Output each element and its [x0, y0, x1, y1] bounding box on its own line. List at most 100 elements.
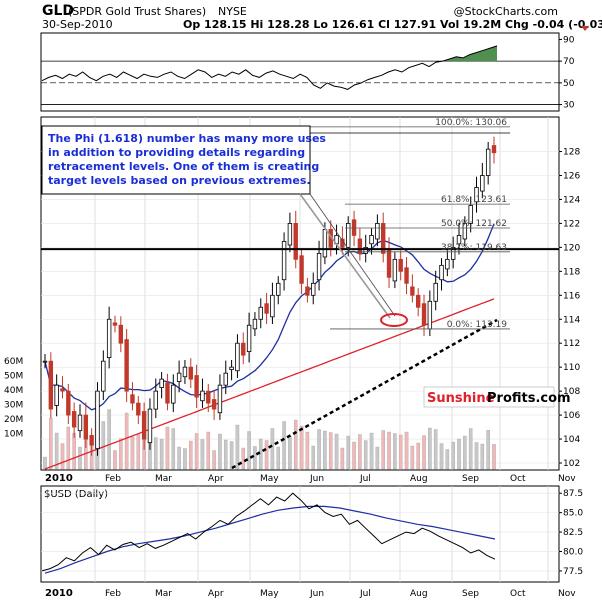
volume-bar: [154, 437, 158, 470]
candle-body: [217, 384, 223, 414]
candle-body: [276, 282, 281, 296]
price-xtick-label: Jun: [309, 474, 324, 484]
annotation-line-1: The Phi (1.618) number has many more use…: [48, 132, 326, 145]
price-xtick-label: 2010: [45, 473, 73, 484]
volume-bar: [463, 435, 467, 470]
candle-body: [118, 324, 124, 344]
candle-body: [433, 282, 438, 302]
candle-body: [77, 414, 83, 432]
volume-bar: [264, 440, 269, 470]
candle-body: [66, 390, 71, 416]
usd-xtick-label: Mar: [155, 589, 172, 599]
usd-xtick-label: 2010: [45, 588, 73, 599]
volume-bar: [159, 438, 164, 470]
candle-body: [252, 318, 258, 330]
sma50-line: [44, 223, 495, 411]
candle-body: [165, 382, 170, 404]
candle-body: [71, 411, 77, 428]
volume-bar: [276, 446, 280, 470]
candle-body: [392, 258, 398, 282]
fib-level-label: 61.8%: 123.61: [441, 195, 507, 205]
volume-bar: [451, 441, 455, 470]
volume-bar: [66, 426, 71, 470]
volume-bar: [72, 432, 76, 470]
candle-body: [398, 258, 403, 272]
rsi-tick-label: 70: [563, 57, 575, 67]
volume-bar: [323, 430, 327, 470]
price-xtick-label: Mar: [155, 474, 172, 484]
usd-xtick-label: Feb: [105, 589, 121, 599]
usd-xtick-label: Jun: [309, 589, 324, 599]
volume-bar: [422, 435, 426, 470]
candle-body: [124, 339, 129, 392]
volume-bar: [293, 419, 298, 470]
candle-body: [462, 223, 468, 240]
price-tick-label: 108: [563, 387, 580, 397]
volume-bar: [433, 429, 438, 470]
price-xtick-label: Oct: [510, 474, 526, 484]
sma200-line: [44, 298, 495, 470]
usd-tick-label: 77.5: [563, 567, 583, 577]
volume-bar: [194, 433, 199, 470]
candle-body: [445, 258, 450, 270]
price-tick-label: 116: [563, 291, 580, 301]
annotation-line-3: retracement levels. One of them is creat…: [48, 160, 319, 173]
usd-xtick-label: Aug: [410, 589, 428, 599]
volume-bar: [387, 431, 391, 470]
candle-body: [439, 264, 444, 281]
candle-body: [311, 282, 316, 296]
candle-body: [42, 360, 48, 363]
volume-bar: [229, 441, 234, 470]
volume-bar: [457, 438, 461, 470]
watermark-box: [423, 386, 555, 408]
candle-body: [322, 229, 328, 258]
ticker-symbol: GLD: [42, 3, 74, 19]
candle-body: [89, 435, 94, 446]
price-xtick-label: Jul: [359, 474, 371, 484]
candle-body: [194, 375, 199, 398]
volume-bar: [340, 447, 345, 470]
candle-body: [246, 324, 252, 353]
usd-sma-line: [44, 505, 496, 574]
volume-bar: [328, 432, 333, 470]
candle-body: [316, 252, 322, 281]
price-tick-label: 126: [563, 172, 580, 182]
volume-bar: [124, 412, 129, 470]
rsi-tick-label: 50: [563, 79, 575, 89]
volume-bar: [398, 434, 403, 470]
annotation-line-2: in addition to providing details regardi…: [48, 146, 305, 159]
price-tick-label: 102: [563, 459, 580, 469]
volume-bar: [317, 429, 321, 470]
volume-bar: [130, 436, 135, 470]
price-xtick-label: Apr: [208, 474, 224, 484]
volume-bar: [492, 444, 496, 470]
volume-bar: [101, 421, 106, 470]
header-date: 30-Sep-2010: [42, 18, 113, 31]
candle-body: [421, 303, 427, 326]
volume-bar: [416, 442, 420, 470]
candle-body: [182, 366, 188, 378]
rsi-tick-label: 30: [563, 101, 575, 111]
usd-line: [41, 492, 496, 572]
candle-body: [369, 234, 374, 245]
volume-bar: [305, 431, 310, 470]
price-tick-label: 120: [563, 243, 580, 253]
volume-bar: [288, 436, 292, 470]
price-panel: 60M 50M 40M 30M 20M 10M 100.0%: 130.06 61.8%: …: [4, 116, 580, 484]
candle-body: [95, 390, 100, 450]
candle-body: [159, 378, 164, 388]
volume-bar: [346, 435, 350, 470]
candle-body: [130, 394, 135, 404]
volume-bar: [171, 428, 176, 470]
volume-bar: [369, 432, 374, 470]
price-xtick-label: Aug: [410, 474, 428, 484]
candle-body: [141, 411, 147, 440]
candle-body: [270, 294, 275, 318]
candle-body: [456, 234, 462, 245]
usd-panel: $USD (Daily) 87.5 85.0 82.5 80.0 77.5 2010 Fe…: [40, 485, 583, 599]
volume-bar: [404, 431, 409, 470]
candle-body: [357, 238, 363, 254]
fib-level-label: 38.2%: 119.63: [441, 243, 507, 253]
ticker-name: (SPDR Gold Trust Shares): [68, 5, 206, 18]
usd-tick-label: 87.5: [563, 489, 583, 499]
